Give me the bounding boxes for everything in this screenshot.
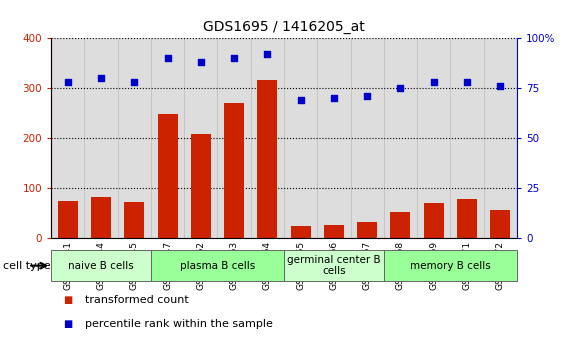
Point [329,95,339,101]
Bar [324,225,344,238]
Text: ■: ■ [64,319,73,329]
Point [462,79,471,85]
Bar [257,80,277,238]
Bar [291,226,311,238]
Point [263,51,272,57]
Point [63,79,72,85]
Bar [58,200,78,238]
Bar [191,134,211,238]
Point [97,75,106,81]
Point [197,59,206,65]
FancyBboxPatch shape [151,250,284,281]
Bar [157,115,178,238]
Bar [224,103,244,238]
Text: transformed count: transformed count [85,295,189,305]
Bar [490,209,510,238]
Bar [424,203,444,238]
Text: germinal center B
cells: germinal center B cells [287,255,381,276]
Point [362,93,371,99]
Text: percentile rank within the sample: percentile rank within the sample [85,319,273,329]
Text: memory B cells: memory B cells [410,261,491,270]
Bar [91,197,111,238]
Point [163,55,172,61]
Text: plasma B cells: plasma B cells [180,261,255,270]
FancyBboxPatch shape [384,250,517,281]
Text: naive B cells: naive B cells [68,261,134,270]
Title: GDS1695 / 1416205_at: GDS1695 / 1416205_at [203,20,365,34]
Point [130,79,139,85]
Bar [124,201,144,238]
Point [396,85,405,91]
Point [429,79,438,85]
FancyBboxPatch shape [51,250,151,281]
Text: ■: ■ [64,295,73,305]
Point [296,97,305,103]
Bar [390,211,411,238]
Point [496,83,505,89]
FancyBboxPatch shape [284,250,384,281]
Bar [357,221,377,238]
Point [229,55,239,61]
Bar [457,199,477,238]
Text: cell type: cell type [3,261,51,270]
